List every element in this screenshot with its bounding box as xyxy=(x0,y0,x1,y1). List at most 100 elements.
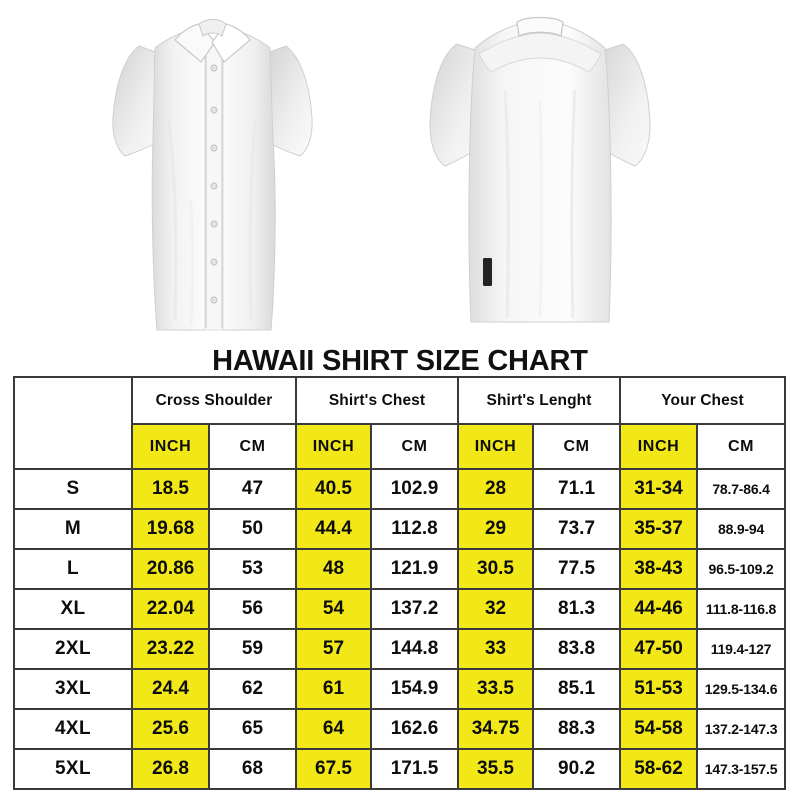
cell-chest-cm: 112.8 xyxy=(369,508,460,550)
table-row: 4XL 25.6 65 64 162.6 34.75 88.3 54-58 13… xyxy=(13,708,787,750)
group-header-shirts-length: Shirt's Lenght xyxy=(457,376,622,425)
cell-your-chest-cm: 111.8-116.8 xyxy=(696,588,787,630)
cell-cross-shoulder-inch: 20.86 xyxy=(131,548,210,590)
cell-chest-inch: 48 xyxy=(295,548,372,590)
cell-your-chest-inch: 31-34 xyxy=(619,468,699,510)
cell-length-cm: 90.2 xyxy=(532,748,622,790)
cell-your-chest-inch: 47-50 xyxy=(619,628,699,670)
cell-your-chest-cm: 96.5-109.2 xyxy=(696,548,787,590)
cell-chest-cm: 121.9 xyxy=(369,548,460,590)
cell-length-cm: 83.8 xyxy=(532,628,622,670)
row-size-label: 2XL xyxy=(13,628,133,670)
cell-length-inch: 29 xyxy=(457,508,535,550)
cell-chest-cm: 162.6 xyxy=(369,708,460,750)
cell-length-inch: 28 xyxy=(457,468,535,510)
table-row: L 20.86 53 48 121.9 30.5 77.5 38-43 96.5… xyxy=(13,548,787,590)
row-size-label: 4XL xyxy=(13,708,133,750)
cell-chest-inch: 61 xyxy=(295,668,372,710)
cell-cross-shoulder-cm: 68 xyxy=(208,748,297,790)
unit-header-your-chest-cm: CM xyxy=(696,423,787,470)
cell-length-inch: 34.75 xyxy=(457,708,535,750)
row-size-label: S xyxy=(13,468,133,510)
table-row: S 18.5 47 40.5 102.9 28 71.1 31-34 78.7-… xyxy=(13,468,787,510)
cell-your-chest-inch: 38-43 xyxy=(619,548,699,590)
table-group-header-row: Cross Shoulder Shirt's Chest Shirt's Len… xyxy=(13,376,787,470)
group-header-shirts-chest: Shirt's Chest xyxy=(294,376,460,425)
cell-your-chest-cm: 147.3-157.5 xyxy=(696,748,787,790)
cell-cross-shoulder-inch: 19.68 xyxy=(131,508,210,550)
shirt-front-image xyxy=(95,0,330,340)
group-header-your-chest: Your Chest xyxy=(619,376,787,425)
cell-cross-shoulder-cm: 50 xyxy=(208,508,297,550)
cell-length-cm: 73.7 xyxy=(532,508,622,550)
table-row: M 19.68 50 44.4 112.8 29 73.7 35-37 88.9… xyxy=(13,508,787,550)
row-size-label: M xyxy=(13,508,133,550)
cell-chest-inch: 67.5 xyxy=(295,748,372,790)
cell-chest-inch: 57 xyxy=(295,628,372,670)
cell-length-inch: 35.5 xyxy=(457,748,535,790)
cell-length-cm: 77.5 xyxy=(532,548,622,590)
cell-your-chest-cm: 119.4-127 xyxy=(696,628,787,670)
cell-your-chest-inch: 51-53 xyxy=(619,668,699,710)
cell-cross-shoulder-cm: 47 xyxy=(208,468,297,510)
cell-cross-shoulder-cm: 59 xyxy=(208,628,297,670)
cell-length-inch: 32 xyxy=(457,588,535,630)
shirt-back-image xyxy=(405,0,675,340)
cell-cross-shoulder-cm: 62 xyxy=(208,668,297,710)
table-row: 3XL 24.4 62 61 154.9 33.5 85.1 51-53 129… xyxy=(13,668,787,710)
unit-header-length-inch: INCH xyxy=(457,423,535,470)
cell-your-chest-cm: 129.5-134.6 xyxy=(696,668,787,710)
cell-length-inch: 33.5 xyxy=(457,668,535,710)
unit-header-length-cm: CM xyxy=(532,423,622,470)
unit-header-chest-cm: CM xyxy=(369,423,460,470)
cell-length-cm: 88.3 xyxy=(532,708,622,750)
product-image-group xyxy=(0,0,800,340)
cell-cross-shoulder-cm: 53 xyxy=(208,548,297,590)
corner-blank-cell xyxy=(13,376,133,470)
cell-cross-shoulder-cm: 65 xyxy=(208,708,297,750)
cell-chest-cm: 154.9 xyxy=(369,668,460,710)
cell-your-chest-inch: 44-46 xyxy=(619,588,699,630)
cell-length-cm: 71.1 xyxy=(532,468,622,510)
unit-header-cross-shoulder-inch: INCH xyxy=(131,423,210,470)
group-header-cross-shoulder: Cross Shoulder xyxy=(131,376,297,425)
cell-cross-shoulder-inch: 22.04 xyxy=(131,588,210,630)
unit-header-cross-shoulder-cm: CM xyxy=(208,423,297,470)
unit-header-chest-inch: INCH xyxy=(295,423,372,470)
table-row: XL 22.04 56 54 137.2 32 81.3 44-46 111.8… xyxy=(13,588,787,630)
cell-cross-shoulder-inch: 25.6 xyxy=(131,708,210,750)
cell-your-chest-cm: 78.7-86.4 xyxy=(696,468,787,510)
cell-length-cm: 85.1 xyxy=(532,668,622,710)
cell-length-cm: 81.3 xyxy=(532,588,622,630)
row-size-label: 3XL xyxy=(13,668,133,710)
cell-your-chest-cm: 137.2-147.3 xyxy=(696,708,787,750)
brand-label-tag xyxy=(483,258,492,286)
table-unit-header-row: INCH CM INCH CM INCH CM INCH CM xyxy=(14,423,787,470)
cell-your-chest-cm: 88.9-94 xyxy=(696,508,787,550)
cell-chest-inch: 54 xyxy=(295,588,372,630)
row-size-label: 5XL xyxy=(13,748,133,790)
cell-chest-inch: 64 xyxy=(295,708,372,750)
cell-chest-inch: 44.4 xyxy=(295,508,372,550)
cell-cross-shoulder-inch: 23.22 xyxy=(131,628,210,670)
row-size-label: XL xyxy=(13,588,133,630)
size-chart-table: Cross Shoulder Shirt's Chest Shirt's Len… xyxy=(13,376,787,790)
cell-chest-cm: 144.8 xyxy=(369,628,460,670)
cell-cross-shoulder-cm: 56 xyxy=(208,588,297,630)
page-title: HAWAII SHIRT SIZE CHART xyxy=(212,345,588,377)
cell-cross-shoulder-inch: 18.5 xyxy=(131,468,210,510)
cell-length-inch: 33 xyxy=(457,628,535,670)
cell-your-chest-inch: 58-62 xyxy=(619,748,699,790)
cell-cross-shoulder-inch: 26.8 xyxy=(131,748,210,790)
cell-length-inch: 30.5 xyxy=(457,548,535,590)
cell-chest-cm: 102.9 xyxy=(369,468,460,510)
size-chart-table-wrapper: Cross Shoulder Shirt's Chest Shirt's Len… xyxy=(13,376,787,790)
cell-your-chest-inch: 35-37 xyxy=(619,508,699,550)
table-row: 5XL 26.8 68 67.5 171.5 35.5 90.2 58-62 1… xyxy=(13,748,787,790)
cell-your-chest-inch: 54-58 xyxy=(619,708,699,750)
table-row: 2XL 23.22 59 57 144.8 33 83.8 47-50 119.… xyxy=(13,628,787,670)
row-size-label: L xyxy=(13,548,133,590)
cell-chest-cm: 137.2 xyxy=(369,588,460,630)
unit-header-your-chest-inch: INCH xyxy=(619,423,699,470)
